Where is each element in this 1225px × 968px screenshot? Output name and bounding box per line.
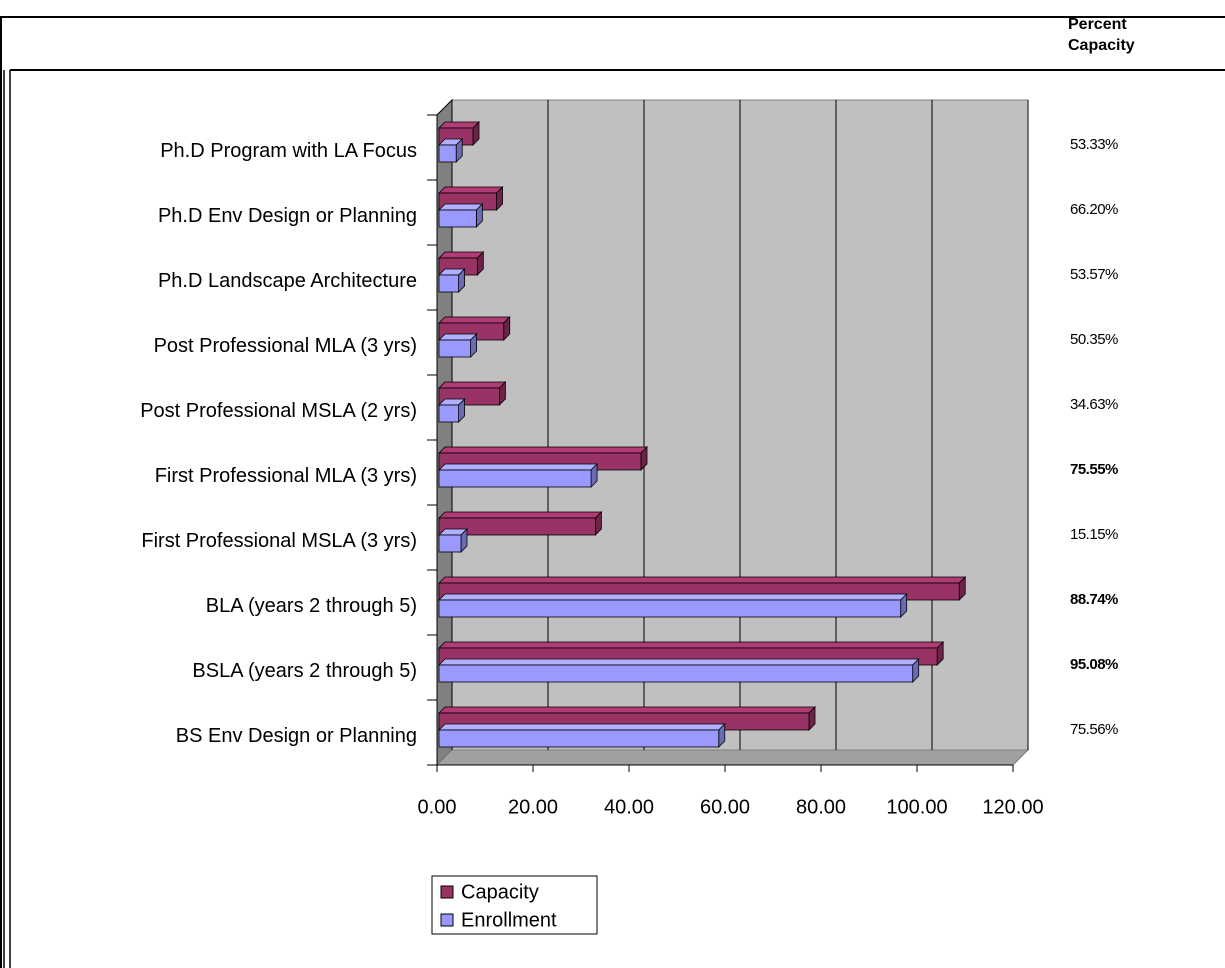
bar bbox=[438, 274, 460, 293]
x-tick-label: 120.00 bbox=[982, 796, 1043, 818]
bar bbox=[438, 729, 720, 748]
bar bbox=[438, 209, 477, 228]
legend-swatch bbox=[440, 913, 454, 927]
category-label: Ph.D Landscape Architecture bbox=[158, 270, 417, 292]
bar-top bbox=[438, 316, 511, 324]
legend-swatch bbox=[440, 885, 454, 899]
bar bbox=[438, 469, 592, 488]
percent-capacity: 53.57% bbox=[1070, 266, 1118, 283]
bar-top bbox=[438, 186, 504, 194]
bar bbox=[438, 534, 462, 553]
percent-capacity: 34.63% bbox=[1070, 396, 1118, 413]
category-label: Post Professional MSLA (2 yrs) bbox=[140, 400, 417, 422]
percent-capacity: 88.74% bbox=[1070, 591, 1118, 608]
bar-top bbox=[438, 511, 603, 519]
percent-capacity: 75.56% bbox=[1070, 721, 1118, 738]
percent-capacity: 53.33% bbox=[1070, 136, 1118, 153]
percent-capacity: 75.55% bbox=[1070, 461, 1118, 478]
bar bbox=[438, 517, 596, 536]
bar-top bbox=[438, 723, 726, 731]
percent-capacity: 95.08% bbox=[1070, 656, 1118, 673]
category-label: First Professional MLA (3 yrs) bbox=[155, 465, 417, 487]
bar-top bbox=[438, 203, 484, 211]
bar bbox=[438, 144, 457, 163]
bar-top bbox=[438, 593, 908, 601]
bar bbox=[438, 404, 460, 423]
bar bbox=[438, 599, 902, 618]
x-tick-label: 60.00 bbox=[700, 796, 750, 818]
bar-top bbox=[438, 121, 480, 129]
bar bbox=[438, 339, 472, 358]
category-label: First Professional MSLA (3 yrs) bbox=[141, 530, 417, 552]
legend-label: Capacity bbox=[461, 881, 539, 903]
x-tick-label: 20.00 bbox=[508, 796, 558, 818]
category-label: BS Env Design or Planning bbox=[176, 725, 417, 747]
bar-top bbox=[438, 463, 599, 471]
category-label: Ph.D Program with LA Focus bbox=[160, 140, 417, 162]
x-tick-label: 100.00 bbox=[886, 796, 947, 818]
bar-top bbox=[438, 641, 945, 649]
plot: 0.00 20.00 40.00 60.00 80.00 100.00 120.00 Ph.D… bbox=[140, 98, 1044, 818]
percent-capacity: 50.35% bbox=[1070, 331, 1118, 348]
category-label: BLA (years 2 through 5) bbox=[206, 595, 417, 617]
floor bbox=[435, 749, 1030, 766]
category-label: BSLA (years 2 through 5) bbox=[192, 660, 417, 682]
x-tick-label: 80.00 bbox=[796, 796, 846, 818]
bar-top bbox=[438, 446, 648, 454]
bar-top bbox=[438, 706, 816, 714]
percent-capacity: 66.20% bbox=[1070, 201, 1118, 218]
legend-label: Enrollment bbox=[461, 909, 557, 931]
bar-top bbox=[438, 658, 920, 666]
bar-top bbox=[438, 576, 967, 584]
category-label: Ph.D Env Design or Planning bbox=[158, 205, 417, 227]
percent-capacity: 15.15% bbox=[1070, 526, 1118, 543]
category-label: Post Professional MLA (3 yrs) bbox=[154, 335, 417, 357]
x-tick-label: 0.00 bbox=[418, 796, 457, 818]
bar-top bbox=[438, 381, 507, 389]
bar bbox=[438, 664, 914, 683]
legend-box bbox=[431, 875, 598, 935]
bar-top bbox=[438, 251, 485, 259]
column-header: Percent Capacity bbox=[1068, 16, 1135, 54]
x-tick-label: 40.00 bbox=[604, 796, 654, 818]
